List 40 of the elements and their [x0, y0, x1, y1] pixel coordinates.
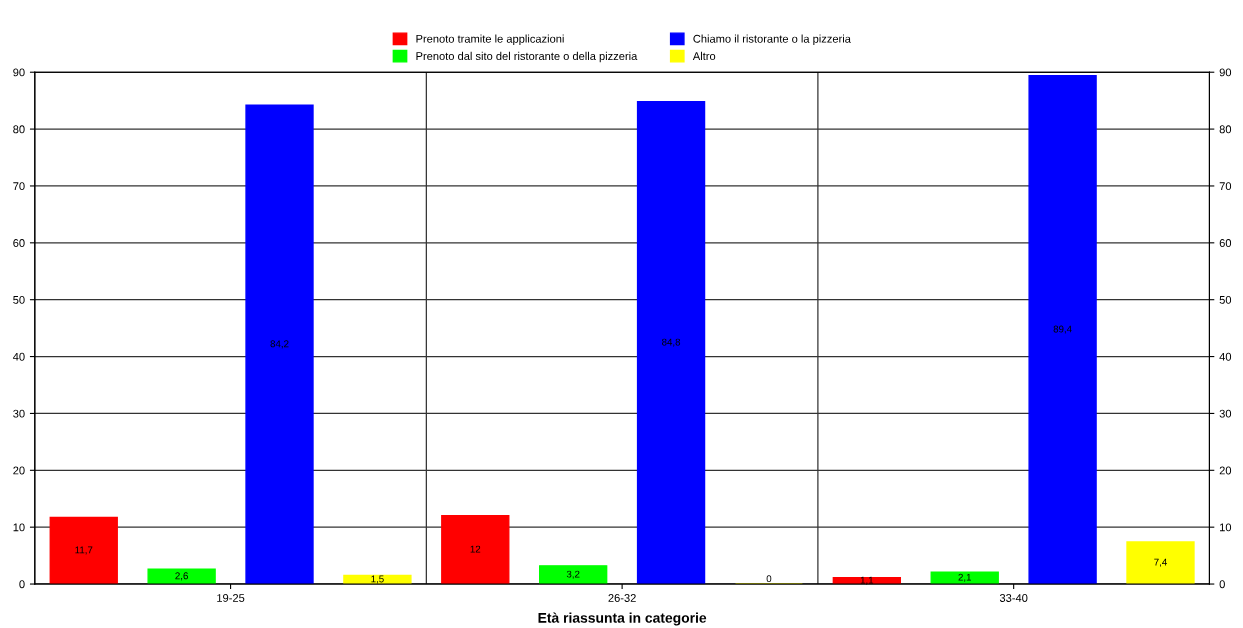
y2-tick-label: 60 [1219, 239, 1232, 247]
y2-tick-label: 0 [1219, 580, 1225, 589]
y2-tick-label: 90 [1219, 68, 1232, 77]
y-tick-label: 80 [13, 125, 25, 134]
x-axis-title: Età riassunta in categorie [538, 612, 707, 626]
data-label: 2,1 [958, 573, 972, 582]
y2-tick-label: 80 [1219, 125, 1232, 134]
y-tick-label: 0 [19, 580, 25, 589]
y2-tick-label: 70 [1219, 182, 1232, 191]
y-tick-label: 60 [13, 239, 25, 247]
legend-label: Altro [692, 51, 716, 61]
y-tick-label: 40 [12, 352, 25, 361]
y2-tick-label: 20 [1219, 466, 1232, 475]
y2-tick-label: 10 [1220, 523, 1232, 532]
data-label: 11,7 [75, 546, 93, 555]
y-tick-label: 70 [13, 182, 25, 191]
data-label: 0 [766, 575, 772, 583]
y2-tick-label: 40 [1219, 352, 1232, 361]
x-tick-label: 26-32 [608, 594, 636, 602]
data-label: 84,2 [270, 340, 289, 349]
y-tick-label: 50 [13, 295, 25, 304]
x-tick-label: 19-25 [217, 594, 245, 602]
legend-label: Chiamo il ristorante o la pizzeria [693, 34, 851, 45]
data-label: 2,6 [175, 572, 188, 581]
legend-label: Prenoto dal sito del ristorante o della pizzeria [416, 51, 638, 63]
data-label: 7,4 [1154, 558, 1167, 567]
x-tick-label: 33-40 [999, 594, 1028, 602]
y-tick-label: 20 [13, 466, 25, 475]
y2-tick-label: 30 [1219, 409, 1232, 418]
data-label: 1,1 [860, 576, 874, 585]
data-label: 12 [470, 545, 481, 553]
data-label: 3,2 [566, 570, 580, 579]
legend-label: Prenoto tramite le applicazioni [416, 34, 564, 45]
data-label: 1,5 [371, 575, 384, 584]
y-tick-label: 10 [13, 523, 25, 532]
data-label: 84,8 [662, 338, 681, 347]
y2-tick-label: 50 [1219, 295, 1232, 304]
y-tick-label: 30 [13, 409, 25, 418]
data-label: 89,4 [1053, 325, 1072, 334]
y-tick-label: 90 [13, 68, 25, 77]
